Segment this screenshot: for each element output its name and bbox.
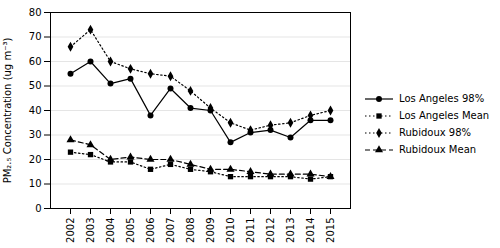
svg-text:2012: 2012	[265, 218, 276, 243]
svg-text:2002: 2002	[65, 218, 76, 243]
svg-text:20: 20	[29, 154, 42, 165]
html-text:Rubidoux Mean: Rubidoux Mean	[399, 144, 477, 155]
svg-text:30: 30	[29, 129, 42, 140]
html-text:Rubidoux 98%: Rubidoux 98%	[399, 127, 472, 138]
html-text:Los Angeles 98%: Los Angeles 98%	[399, 93, 485, 104]
html-text:Los Angeles Mean: Los Angeles Mean	[399, 110, 490, 121]
svg-text:0: 0	[35, 203, 41, 214]
svg-text:60: 60	[29, 56, 42, 67]
svg-text:70: 70	[29, 31, 42, 42]
svg-text:PM₂.₅ Concentration (ug m⁻³): PM₂.₅ Concentration (ug m⁻³)	[2, 38, 13, 184]
svg-text:2009: 2009	[205, 218, 216, 243]
svg-text:2005: 2005	[125, 218, 136, 243]
svg-text:2015: 2015	[325, 218, 336, 243]
svg-text:2006: 2006	[145, 218, 156, 243]
svg-text:50: 50	[29, 80, 42, 91]
svg-text:80: 80	[29, 7, 42, 18]
svg-text:2011: 2011	[245, 218, 256, 243]
svg-text:2008: 2008	[185, 218, 196, 243]
svg-text:2013: 2013	[285, 218, 296, 243]
svg-text:40: 40	[29, 105, 42, 116]
svg-text:2014: 2014	[305, 218, 316, 243]
svg-text:2007: 2007	[165, 218, 176, 243]
svg-text:2010: 2010	[225, 218, 236, 243]
svg-text:10: 10	[29, 178, 42, 189]
svg-text:2004: 2004	[105, 218, 116, 243]
svg-text:2003: 2003	[85, 218, 96, 243]
